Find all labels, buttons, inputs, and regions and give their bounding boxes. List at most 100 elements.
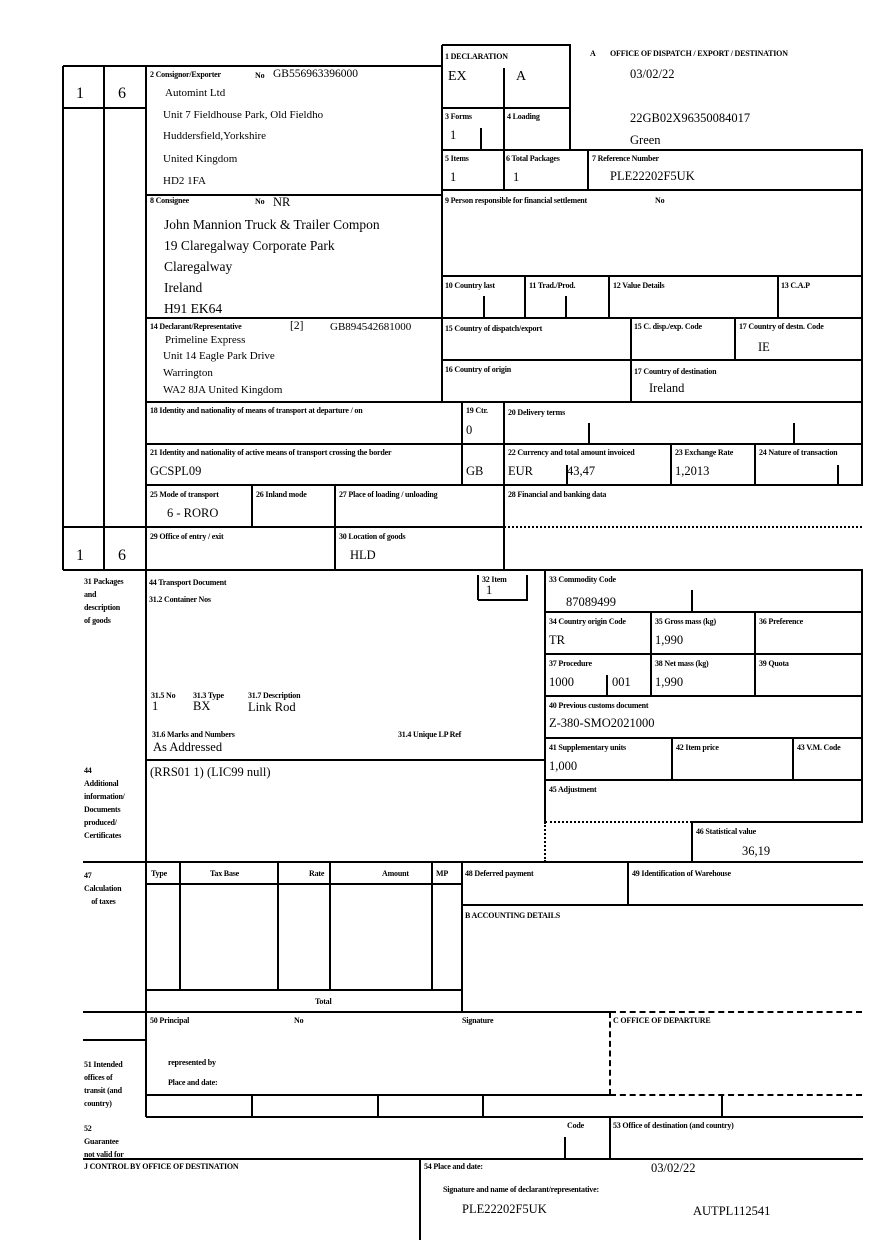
package-no-value: 1	[152, 699, 159, 713]
location-goods-value: HLD	[350, 548, 376, 562]
represented-by-label: represented by	[168, 1058, 216, 1067]
container-nos-label: 31.2 Container Nos	[149, 595, 211, 604]
consignee-line: Ireland	[164, 280, 203, 295]
rule-line	[545, 695, 863, 697]
adjustment-label: 45 Adjustment	[549, 785, 597, 794]
rule-line	[442, 189, 863, 191]
procedure-label: 37 Procedure	[549, 659, 592, 668]
net-mass-value: 1,990	[655, 675, 684, 689]
rule-line	[441, 45, 443, 402]
rule-line	[146, 569, 546, 571]
cap-label: 13 C.A.P	[781, 281, 810, 290]
rule-line	[146, 759, 546, 761]
origin-code-label: 34 Country origin Code	[549, 617, 626, 626]
office-destination-label: 53 Office of destination (and country)	[613, 1121, 734, 1130]
rule-line	[610, 1011, 862, 1013]
rule-line	[545, 569, 863, 571]
currency-label: 22 Currency and total amount invoiced	[508, 448, 635, 457]
total-packages-label: 6 Total Packages	[506, 154, 560, 163]
rule-line	[608, 276, 610, 318]
rule-line	[480, 128, 482, 150]
rule-line	[545, 821, 692, 823]
consignee-no: NR	[273, 195, 291, 209]
rule-line	[503, 68, 505, 190]
rule-line	[754, 444, 756, 485]
rule-line	[145, 66, 147, 570]
rule-line	[569, 45, 571, 150]
item-label: 32 Item	[482, 575, 507, 584]
copy-number-2-bottom: 6	[118, 547, 126, 564]
rule-line	[83, 861, 863, 863]
country-destination-label: 17 Country of destination	[634, 367, 717, 376]
tax-header-type: Type	[151, 869, 167, 878]
previous-document-value: Z-380-SMO2021000	[549, 716, 655, 730]
total-packages-value: 1	[513, 170, 520, 184]
statistical-value-label: 46 Statistical value	[696, 827, 756, 836]
declarant-signature-label: Signature and name of declarant/represen…	[443, 1185, 599, 1194]
mode-transport-value: 6 - RORO	[167, 506, 219, 520]
items-value: 1	[450, 170, 457, 184]
rule-line	[83, 1158, 863, 1160]
declaration-subtype: A	[516, 69, 527, 84]
declarant-signature-ref: PLE22202F5UK	[462, 1202, 547, 1216]
rule-line	[503, 402, 505, 570]
rule-line	[545, 779, 863, 781]
rule-line	[754, 612, 756, 696]
rule-line	[277, 862, 279, 990]
deferred-payment-label: 48 Deferred payment	[465, 869, 534, 878]
consignee-line: 19 Claregalway Corporate Park	[164, 238, 335, 253]
rule-line	[671, 738, 673, 780]
rule-line	[146, 194, 443, 196]
exchange-rate-label: 23 Exchange Rate	[675, 448, 734, 457]
declaration-label: 1 DECLARATION	[445, 52, 508, 61]
rule-line	[793, 423, 795, 444]
guarantee-code-label: Code	[567, 1121, 584, 1130]
rule-line	[588, 423, 590, 444]
rule-line	[377, 1095, 379, 1117]
dispatch-code-label: 15 C. disp./exp. Code	[634, 322, 702, 331]
rule-line	[179, 862, 181, 990]
additional-info-value: (RRS01 1) (LIC99 null)	[150, 765, 271, 779]
rule-line	[545, 611, 863, 613]
additional-info-side-label: 44 Additional information/ Documents pro…	[84, 766, 125, 840]
preference-label: 36 Preference	[759, 617, 803, 626]
consignor-label: 2 Consignor/Exporter	[150, 70, 221, 79]
place-loading-label: 27 Place of loading / unloading	[339, 490, 438, 499]
rule-line	[251, 485, 253, 527]
accounting-details-label: B ACCOUNTING DETAILS	[465, 911, 560, 920]
trad-prod-label: 11 Trad./Prod.	[529, 281, 576, 290]
mode-transport-label: 25 Mode of transport	[150, 490, 219, 499]
loading-label: 4 Loading	[507, 112, 540, 121]
rule-line	[83, 1039, 147, 1041]
rule-line	[777, 276, 779, 318]
unique-lp-ref-label: 31.4 Unique LP Ref	[398, 730, 462, 739]
marks-value: As Addressed	[153, 740, 223, 754]
declarant-code: [2]	[290, 320, 304, 332]
rule-line	[477, 575, 479, 600]
rule-line	[564, 1137, 566, 1159]
copy-number: 1	[76, 85, 84, 102]
rule-line	[504, 526, 862, 528]
rule-line	[483, 296, 485, 318]
route: Green	[630, 133, 661, 147]
destination-code-value: IE	[758, 340, 770, 354]
value-details-label: 12 Value Details	[613, 281, 665, 290]
marks-label: 31.6 Marks and Numbers	[152, 730, 235, 739]
consignor-line: Automint Ltd	[165, 87, 226, 99]
rule-line	[609, 1012, 611, 1095]
office-date: 03/02/22	[630, 67, 675, 81]
quota-label: 39 Quota	[759, 659, 789, 668]
rule-line	[721, 1095, 723, 1117]
financial-banking-label: 28 Financial and banking data	[508, 490, 607, 499]
item-price-label: 42 Item price	[676, 743, 719, 752]
rule-line	[62, 66, 64, 570]
rule-line	[545, 737, 863, 739]
financial-settlement-no-label: No	[655, 196, 665, 205]
rule-line	[334, 485, 336, 570]
tax-total-label: Total	[315, 997, 332, 1006]
declarant-line: Unit 14 Eagle Park Drive	[163, 350, 275, 362]
procedure-value-2: 001	[612, 675, 631, 689]
mrn: 22GB02X96350084017	[630, 111, 751, 125]
rule-line	[145, 570, 147, 1117]
previous-document-label: 40 Previous customs document	[549, 701, 649, 710]
